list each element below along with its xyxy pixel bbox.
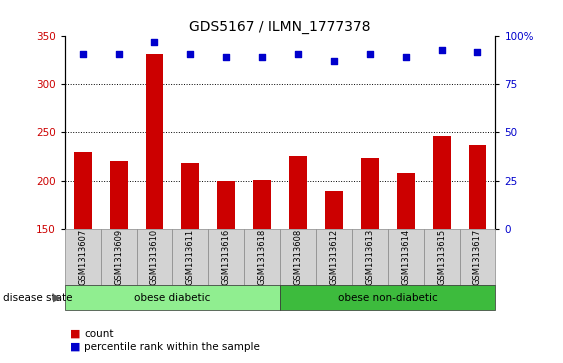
Text: GSM1313618: GSM1313618 <box>258 229 267 285</box>
Bar <box>361 158 379 229</box>
Point <box>186 51 195 57</box>
Bar <box>280 229 316 285</box>
Bar <box>244 229 280 285</box>
Text: GSM1313608: GSM1313608 <box>293 229 302 285</box>
Bar <box>217 180 235 229</box>
Bar <box>397 173 415 229</box>
Point <box>114 51 123 57</box>
Bar <box>172 229 208 285</box>
Bar <box>289 156 307 229</box>
Text: GSM1313615: GSM1313615 <box>437 229 446 285</box>
Bar <box>137 229 172 285</box>
Text: GSM1313617: GSM1313617 <box>473 229 482 285</box>
Bar <box>65 285 280 310</box>
Text: GSM1313612: GSM1313612 <box>329 229 338 285</box>
Bar <box>424 229 459 285</box>
Bar <box>208 229 244 285</box>
Point <box>293 51 302 57</box>
Bar <box>468 145 486 229</box>
Text: count: count <box>84 329 114 339</box>
Text: obese non-diabetic: obese non-diabetic <box>338 293 437 303</box>
Title: GDS5167 / ILMN_1777378: GDS5167 / ILMN_1777378 <box>189 20 371 34</box>
Bar <box>65 229 101 285</box>
Text: ■: ■ <box>70 342 81 352</box>
Point <box>473 49 482 54</box>
Bar <box>459 229 495 285</box>
Point <box>401 54 410 60</box>
Text: GSM1313616: GSM1313616 <box>222 229 231 285</box>
Text: GSM1313610: GSM1313610 <box>150 229 159 285</box>
Bar <box>145 54 163 229</box>
Bar <box>316 229 352 285</box>
Bar <box>352 229 388 285</box>
Text: ▶: ▶ <box>53 293 61 303</box>
Bar <box>253 180 271 229</box>
Point <box>365 51 374 57</box>
Bar <box>280 285 495 310</box>
Text: GSM1313614: GSM1313614 <box>401 229 410 285</box>
Text: obese diabetic: obese diabetic <box>134 293 211 303</box>
Text: GSM1313607: GSM1313607 <box>78 229 87 285</box>
Point <box>258 54 267 60</box>
Text: GSM1313611: GSM1313611 <box>186 229 195 285</box>
Point <box>78 51 87 57</box>
Text: percentile rank within the sample: percentile rank within the sample <box>84 342 260 352</box>
Text: GSM1313609: GSM1313609 <box>114 229 123 285</box>
Bar <box>110 161 128 229</box>
Bar <box>325 191 343 229</box>
Text: ■: ■ <box>70 329 81 339</box>
Bar <box>181 163 199 229</box>
Point <box>329 58 338 64</box>
Text: GSM1313613: GSM1313613 <box>365 229 374 285</box>
Text: disease state: disease state <box>3 293 72 303</box>
Bar <box>101 229 137 285</box>
Bar <box>432 136 450 229</box>
Bar <box>388 229 424 285</box>
Point <box>437 47 446 53</box>
Point <box>222 54 231 60</box>
Point <box>150 39 159 45</box>
Bar <box>74 152 92 229</box>
